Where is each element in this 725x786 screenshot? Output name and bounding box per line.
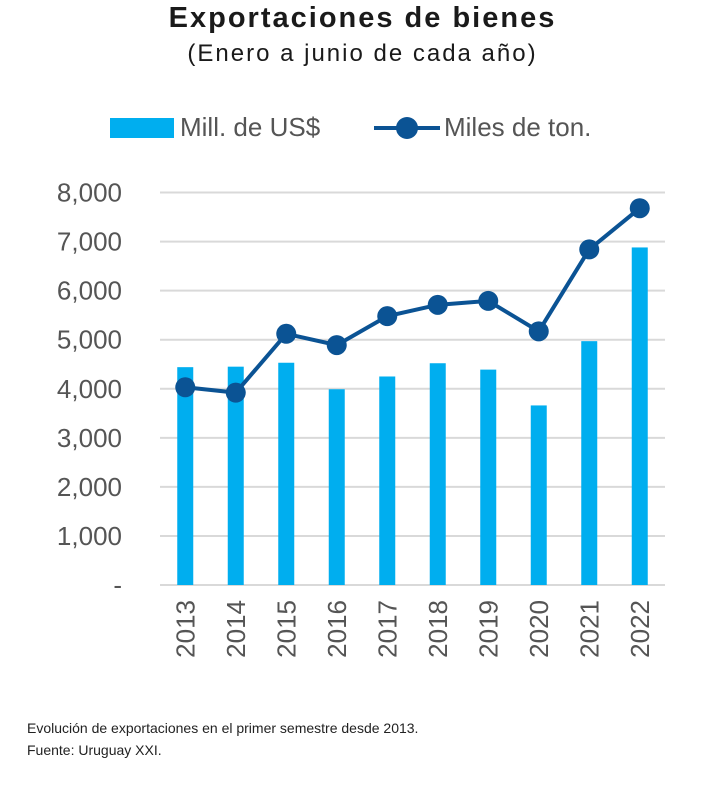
y-tick-label: 3,000 [57, 423, 122, 453]
x-tick-label: 2013 [170, 600, 200, 658]
bar-2017 [379, 376, 396, 585]
x-tick-label: 2017 [372, 600, 402, 658]
line-point-2016 [326, 335, 347, 356]
x-tick-label: 2014 [221, 600, 251, 658]
legend-item-line: Miles de ton. [374, 112, 591, 143]
y-tick-label: 6,000 [57, 276, 122, 306]
x-tick-label: 2022 [625, 600, 655, 658]
chart-subtitle: (Enero a junio de cada año) [187, 40, 538, 67]
bar-2021 [581, 341, 598, 585]
bar-2014 [227, 366, 244, 585]
bar-2015 [278, 362, 295, 585]
line-point-2014 [225, 382, 246, 403]
line-point-2021 [579, 239, 600, 260]
y-tick-label: 8,000 [57, 178, 122, 208]
bar-2022 [631, 247, 648, 585]
x-tick-label: 2016 [322, 600, 352, 658]
bar-2016 [328, 389, 345, 585]
y-tick-label: - [113, 570, 122, 600]
line-point-2022 [629, 198, 650, 219]
x-tick-label: 2020 [524, 600, 554, 658]
line-point-2019 [478, 290, 499, 311]
legend-label-bars: Mill. de US$ [180, 112, 321, 142]
bar-2019 [480, 369, 497, 585]
line-point-2017 [377, 306, 398, 327]
y-tick-label: 4,000 [57, 374, 122, 404]
y-tick-label: 1,000 [57, 521, 122, 551]
legend-swatch-bar [110, 117, 174, 138]
x-tick-label: 2021 [574, 600, 604, 658]
legend-label-line: Miles de ton. [444, 112, 592, 142]
y-tick-label: 7,000 [57, 227, 122, 257]
bar-2013 [177, 367, 194, 585]
bar-2018 [429, 363, 446, 585]
footnote-source: Fuente: Uruguay XXI. [27, 742, 162, 758]
bar-2020 [530, 405, 547, 585]
legend-swatch-line [374, 116, 440, 139]
line-point-2013 [175, 377, 196, 398]
footnote-description: Evolución de exportaciones en el primer … [27, 720, 419, 736]
legend-item-bars: Mill. de US$ [110, 112, 320, 143]
chart-title: Exportaciones de bienes [168, 2, 557, 34]
x-tick-label: 2019 [473, 600, 503, 658]
y-tick-label: 2,000 [57, 472, 122, 502]
line-point-2018 [427, 294, 448, 315]
y-tick-label: 5,000 [57, 325, 122, 355]
line-series [185, 206, 642, 395]
x-tick-label: 2015 [271, 600, 301, 658]
line-point-2015 [276, 323, 297, 344]
x-tick-label: 2018 [423, 600, 453, 658]
line-point-2020 [528, 321, 549, 342]
